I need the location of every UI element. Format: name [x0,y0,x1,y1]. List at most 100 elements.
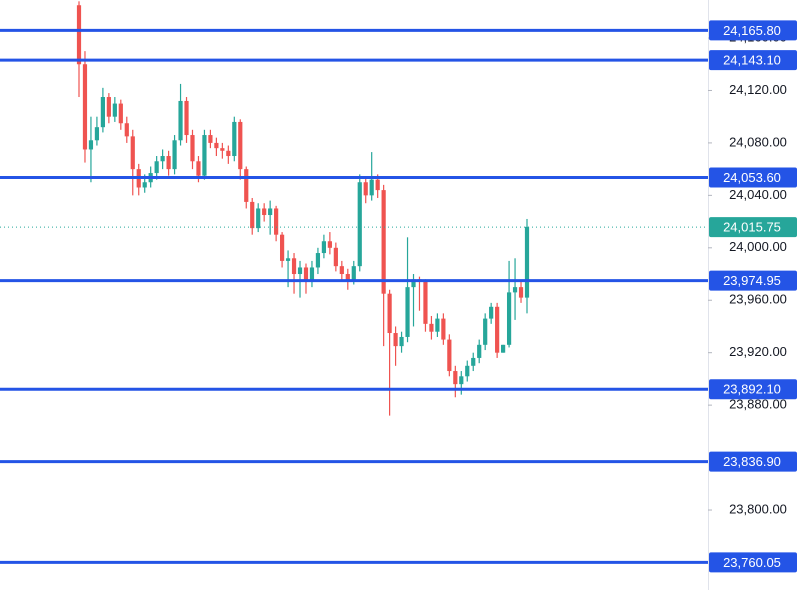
candle-body [459,376,464,385]
candle-body [297,267,303,275]
candle-body [178,100,183,141]
y-tick-label: 23,920.00 [729,344,787,359]
candle-body [124,123,129,137]
candle-body [94,127,100,141]
candle-body [429,323,434,332]
candle-body [495,306,500,353]
candle-body [244,169,249,202]
candle-body [333,247,338,267]
candle-body [250,201,255,229]
candle-body [363,182,368,196]
level-label-box [709,552,797,573]
level-label: 23,892.10 [723,382,781,397]
y-tick-label: 24,120.00 [729,82,787,97]
candle-body [279,234,285,261]
candle-body [387,293,392,334]
candle-body [202,135,207,176]
y-tick-label: 23,800.00 [729,501,787,516]
candle-body [309,267,315,281]
level-label-box [709,20,797,41]
candle-body [291,258,297,275]
y-tick-label: 23,960.00 [729,292,787,307]
candle-body [399,336,404,347]
candle-body [524,226,530,298]
candle-body [512,287,518,293]
candle-body [435,318,440,332]
candle-body [518,287,524,298]
candle-body [82,64,88,150]
plot [76,1,530,416]
level-label-box [709,50,797,71]
candle-body [112,103,117,117]
candle-body [489,306,494,319]
level-label-box [709,451,797,472]
candle-body [154,161,159,174]
candle-body [303,267,309,281]
candle-body [465,365,470,377]
candle-body [88,140,94,150]
level-label: 24,165.80 [723,23,781,38]
candle-body [471,357,476,366]
candle-body [76,5,82,65]
candle-body [274,208,279,235]
candle-body [483,318,488,345]
candle-body [238,121,243,170]
level-label: 23,974.95 [723,273,781,288]
candle-body [160,156,165,162]
level-label: 23,760.05 [723,555,781,570]
candle-body [226,150,231,157]
level-label-box [709,270,797,291]
candle-body [130,136,135,170]
level-label: 24,143.10 [723,53,781,68]
level-label-box [709,379,797,400]
candle-body [405,287,410,337]
candle-body [423,281,428,324]
candle-body [184,100,189,136]
candle-body [453,371,458,385]
candle-body [100,97,105,128]
y-tick-label: 24,040.00 [729,187,787,202]
candle-body [375,179,380,191]
candle-body [118,103,123,124]
candle-body [315,253,321,268]
candle-body [411,279,416,288]
candle-body [327,241,332,248]
last-price-box [709,217,797,238]
candle-body [351,266,356,281]
candle-body [345,274,350,281]
candle-body [142,182,147,188]
y-tick-label: 24,000.00 [729,239,787,254]
y-tick-label: 24,080.00 [729,134,787,149]
candle-body [166,156,171,170]
candle-body [506,292,512,345]
candle-body [393,333,398,347]
level-label: 24,053.60 [723,170,781,185]
candle-body [441,318,446,340]
candle-body [357,182,362,267]
candle-body [208,135,213,143]
candle-body [220,148,225,151]
candle-body [381,190,386,294]
candle-body [262,208,267,216]
candle-body [447,339,452,372]
candle-body [321,241,327,254]
candle-body [172,140,177,170]
candle-body [196,161,201,176]
candle-body [339,266,344,275]
candle-body [256,208,261,229]
candle-body [477,344,482,358]
candle-body [268,208,273,216]
candle-body [232,121,237,157]
y-tick-label: 23,880.00 [729,397,787,412]
candle-body [285,258,291,261]
candle-body [190,135,195,162]
last-price-label: 24,015.75 [723,220,781,235]
candle-body [214,142,219,149]
candle-body [106,97,111,117]
candle-body [501,344,506,353]
level-label: 23,836.90 [723,454,781,469]
candle-body [369,179,374,196]
level-label-box [709,167,797,188]
